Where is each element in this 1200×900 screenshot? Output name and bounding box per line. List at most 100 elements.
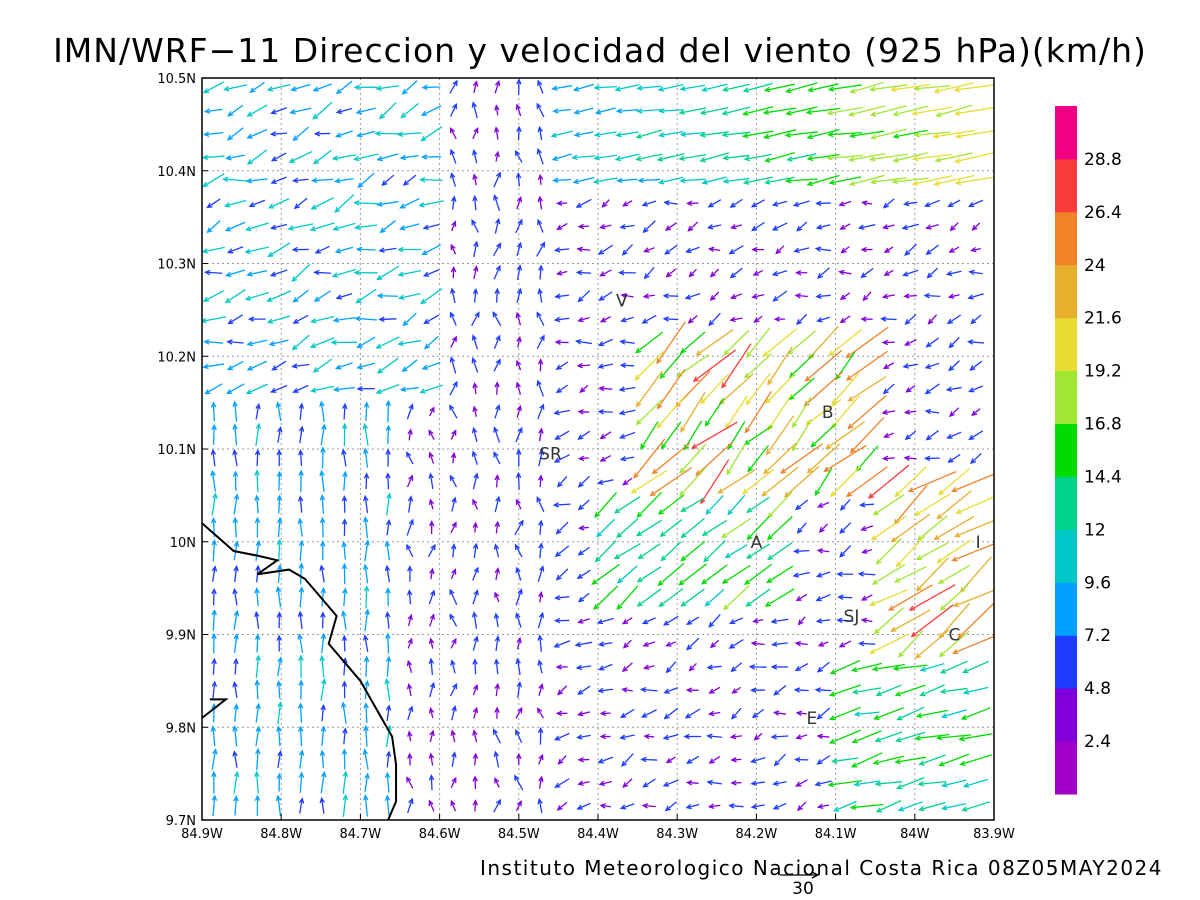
wind-arrow bbox=[538, 775, 544, 789]
wind-arrow bbox=[552, 177, 572, 184]
wind-arrow bbox=[795, 779, 808, 787]
wind-arrow bbox=[225, 383, 245, 395]
wind-arrow bbox=[554, 594, 570, 601]
wind-arrow bbox=[792, 396, 812, 429]
colorbar-label: 24 bbox=[1084, 256, 1106, 276]
wind-arrow bbox=[493, 798, 502, 813]
wind-arrow bbox=[385, 704, 392, 721]
wind-arrow bbox=[599, 803, 611, 809]
wind-arrow bbox=[246, 339, 268, 347]
wind-arrow bbox=[554, 545, 570, 558]
wind-arrow bbox=[554, 339, 569, 346]
wind-arrow bbox=[401, 80, 418, 95]
wind-arrow bbox=[599, 316, 611, 323]
wind-arrow bbox=[313, 130, 331, 137]
wind-arrow bbox=[406, 518, 414, 536]
wind-arrow bbox=[319, 494, 326, 514]
wind-arrow bbox=[232, 470, 239, 491]
wind-arrow bbox=[729, 733, 742, 740]
wind-arrow bbox=[246, 360, 268, 371]
wind-arrow bbox=[815, 618, 831, 624]
wind-arrow bbox=[789, 353, 815, 378]
wind-arrow bbox=[794, 293, 808, 299]
wind-arrow bbox=[747, 444, 769, 473]
wind-arrow bbox=[399, 154, 419, 161]
wind-arrow bbox=[553, 617, 570, 624]
wind-arrow bbox=[594, 491, 618, 519]
wind-arrow bbox=[767, 491, 793, 519]
reference-arrow-head bbox=[811, 871, 820, 879]
wind-arrow bbox=[429, 406, 435, 417]
wind-arrow bbox=[276, 725, 282, 747]
wind-arrow bbox=[924, 362, 940, 370]
wind-arrow bbox=[721, 106, 751, 116]
wind-arrow bbox=[828, 729, 861, 744]
wind-arrow bbox=[450, 172, 457, 187]
wind-arrow bbox=[298, 749, 305, 769]
wind-arrow bbox=[634, 350, 665, 381]
wind-arrow bbox=[699, 131, 729, 138]
wind-arrow bbox=[831, 757, 859, 764]
wind-arrow bbox=[297, 449, 304, 466]
wind-arrow bbox=[320, 725, 327, 747]
wind-arrow bbox=[690, 421, 738, 449]
wind-arrow bbox=[872, 494, 905, 516]
wind-arrow bbox=[342, 793, 349, 817]
wind-arrow bbox=[421, 244, 442, 256]
wind-arrow bbox=[679, 443, 707, 474]
wind-arrow bbox=[353, 224, 378, 231]
wind-arrow bbox=[516, 125, 522, 141]
wind-arrow bbox=[838, 640, 852, 648]
wind-arrow bbox=[536, 496, 545, 513]
wind-arrow bbox=[752, 618, 764, 624]
wind-arrow bbox=[806, 129, 840, 140]
wind-arrow bbox=[618, 386, 636, 392]
wind-arrow bbox=[894, 466, 927, 498]
wind-arrow bbox=[932, 129, 975, 139]
wind-arrow bbox=[593, 131, 617, 138]
wind-arrow bbox=[845, 350, 888, 381]
x-tick-label: 84.9W bbox=[181, 827, 223, 842]
wind-arrow bbox=[396, 131, 422, 137]
colorbar-label: 2.4 bbox=[1084, 732, 1111, 752]
wind-arrow bbox=[364, 772, 370, 792]
wind-arrow bbox=[903, 455, 917, 461]
colorbar-segment bbox=[1055, 370, 1077, 425]
wind-arrow bbox=[385, 399, 392, 423]
wind-arrow bbox=[428, 752, 435, 766]
wind-arrow bbox=[493, 451, 501, 465]
wind-arrow bbox=[814, 467, 833, 497]
wind-arrow bbox=[202, 246, 225, 254]
wind-arrow bbox=[765, 374, 795, 404]
wind-arrow bbox=[577, 455, 589, 462]
wind-arrow bbox=[869, 105, 908, 117]
wind-arrow bbox=[376, 293, 399, 299]
wind-arrow bbox=[341, 448, 347, 467]
wind-arrow bbox=[515, 800, 522, 812]
wind-arrow bbox=[202, 316, 227, 324]
wind-arrow bbox=[762, 328, 798, 357]
wind-arrow bbox=[861, 200, 873, 206]
colorbar-segment bbox=[1055, 635, 1077, 689]
wind-arrow bbox=[895, 776, 925, 790]
wind-arrow bbox=[385, 424, 392, 445]
wind-arrow bbox=[538, 683, 544, 697]
wind-arrow bbox=[472, 542, 479, 559]
wind-arrow bbox=[516, 448, 522, 467]
wind-arrow bbox=[917, 780, 947, 787]
wind-arrow bbox=[276, 494, 283, 514]
wind-arrow bbox=[450, 195, 457, 210]
wind-arrow bbox=[806, 174, 840, 187]
wind-arrow bbox=[493, 658, 500, 675]
wind-arrow bbox=[701, 564, 728, 585]
wind-arrow bbox=[829, 659, 861, 675]
wind-arrow bbox=[494, 287, 500, 303]
wind-arrow bbox=[938, 630, 970, 658]
wind-arrow bbox=[224, 221, 246, 232]
wind-arrow bbox=[939, 660, 968, 674]
wind-arrow bbox=[924, 383, 940, 395]
wind-arrow bbox=[614, 83, 640, 92]
wind-arrow bbox=[255, 422, 262, 447]
wind-arrow bbox=[787, 330, 817, 355]
wind-arrow bbox=[472, 80, 479, 94]
